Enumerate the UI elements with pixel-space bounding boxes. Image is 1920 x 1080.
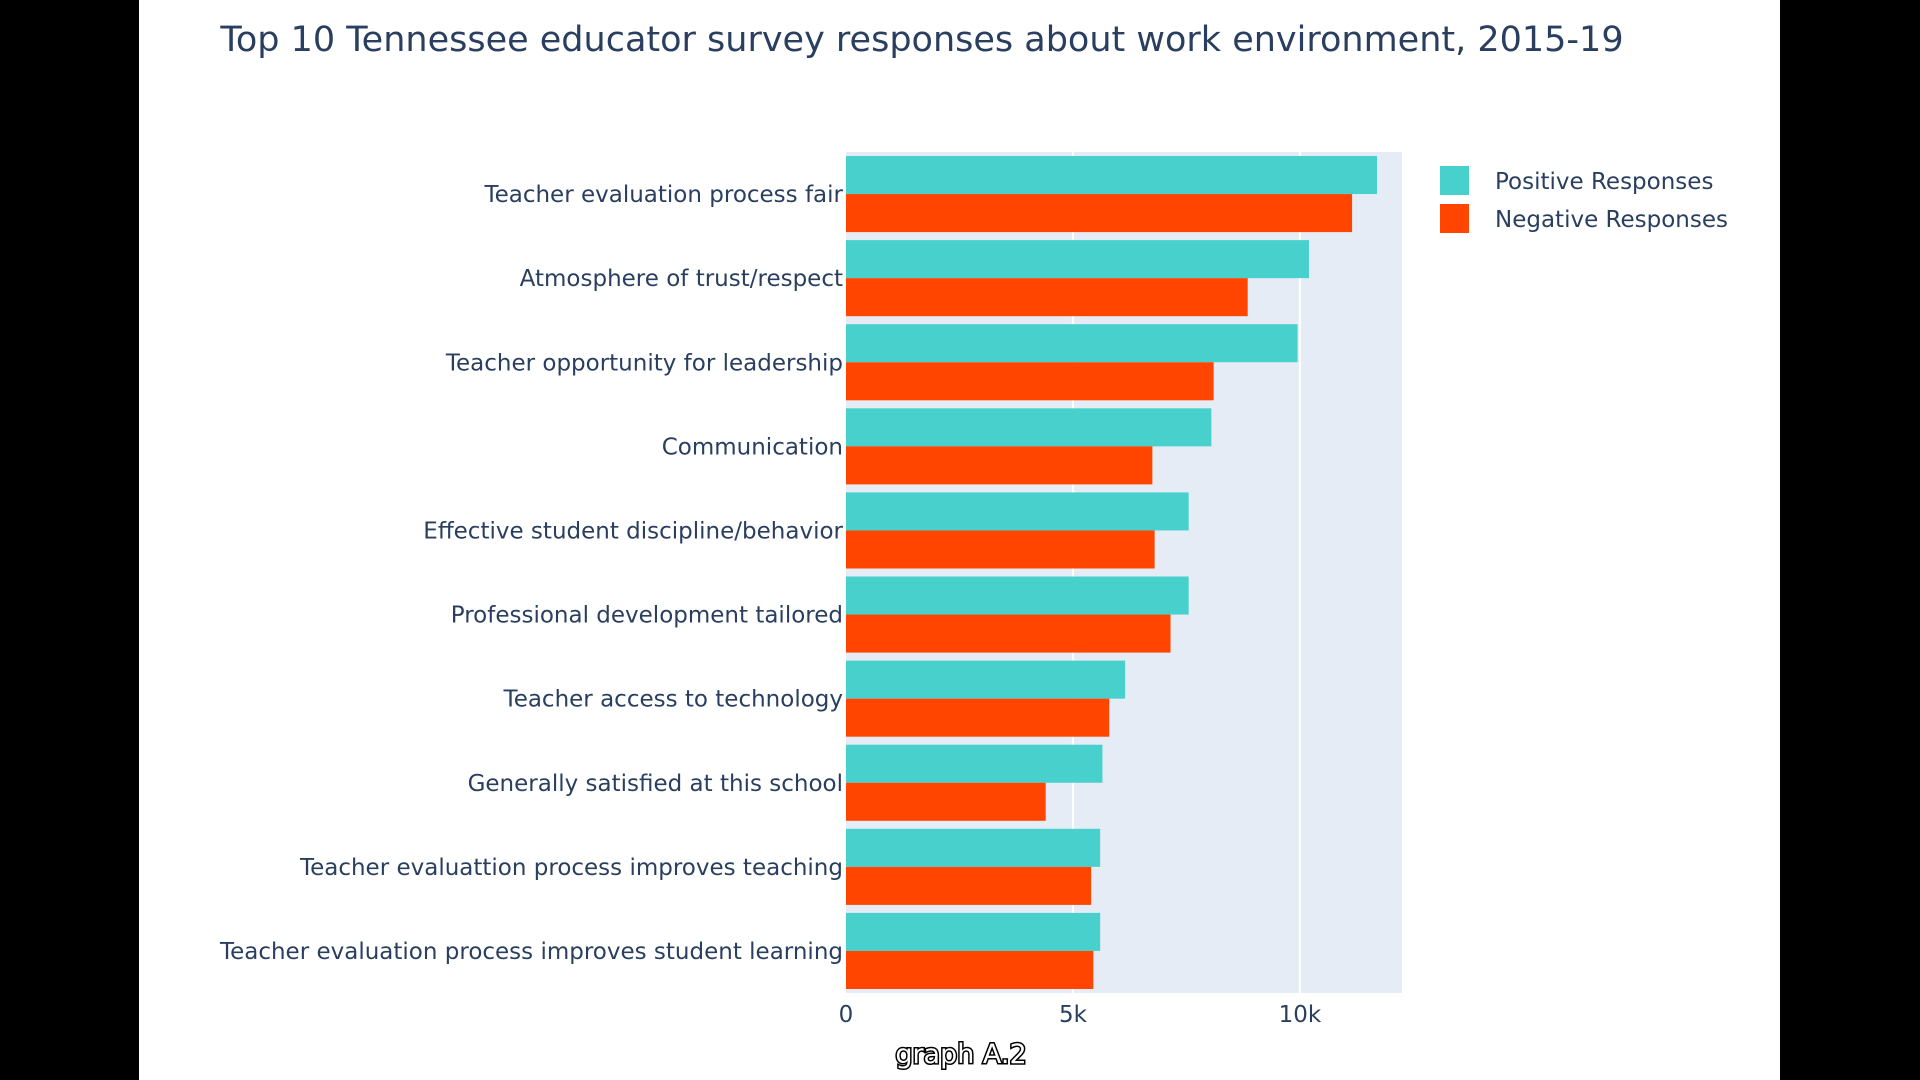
category-label: Effective student discipline/behavior xyxy=(423,518,843,544)
bar-positive[interactable] xyxy=(846,156,1378,195)
x-tick-label: 0 xyxy=(839,1002,854,1028)
x-tick-labels: 0 5k 10k xyxy=(839,1002,1322,1028)
x-tick-label: 5k xyxy=(1059,1002,1088,1028)
bar-negative[interactable] xyxy=(846,446,1153,485)
figure-caption: graph A.2 xyxy=(895,1039,1026,1070)
chart-title: Top 10 Tennessee educator survey respons… xyxy=(219,20,1623,60)
legend-swatch[interactable] xyxy=(1440,204,1469,233)
bar-positive[interactable] xyxy=(846,492,1189,531)
bar-negative[interactable] xyxy=(846,362,1214,401)
bar-positive[interactable] xyxy=(846,576,1189,615)
bar-positive[interactable] xyxy=(846,828,1101,867)
legend-label[interactable]: Positive Responses xyxy=(1495,169,1713,195)
bar-chart: Top 10 Tennessee educator survey respons… xyxy=(219,20,1728,1072)
category-labels: Teacher evaluation process fair Atmospher… xyxy=(219,182,844,965)
category-label: Teacher evaluation process fair xyxy=(483,182,843,208)
bar-negative[interactable] xyxy=(846,530,1155,569)
bar-positive[interactable] xyxy=(846,744,1103,783)
bar-negative[interactable] xyxy=(846,278,1248,317)
category-label: Atmosphere of trust/respect xyxy=(520,266,843,292)
bar-negative[interactable] xyxy=(846,866,1092,905)
bar-positive[interactable] xyxy=(846,324,1298,363)
x-tick-label: 10k xyxy=(1279,1002,1322,1028)
bar-positive[interactable] xyxy=(846,660,1126,699)
bar-negative[interactable] xyxy=(846,782,1046,821)
category-label: Teacher access to technology xyxy=(503,687,843,713)
bar-positive[interactable] xyxy=(846,408,1212,447)
bar-negative[interactable] xyxy=(846,614,1171,653)
legend-swatch[interactable] xyxy=(1440,166,1469,195)
category-label: Professional development tailored xyxy=(451,603,843,629)
legend[interactable]: Positive Responses Negative Responses xyxy=(1440,166,1728,233)
category-label: Teacher evaluattion process improves tea… xyxy=(299,855,843,881)
bars xyxy=(846,156,1378,989)
category-label: Teacher evaluation process improves stud… xyxy=(219,939,843,965)
category-label: Communication xyxy=(662,434,843,460)
bar-positive[interactable] xyxy=(846,912,1101,951)
bar-negative[interactable] xyxy=(846,698,1110,737)
bar-negative[interactable] xyxy=(846,950,1094,989)
chart-frame: Top 10 Tennessee educator survey respons… xyxy=(139,0,1780,1080)
category-label: Teacher opportunity for leadership xyxy=(445,350,843,376)
legend-label[interactable]: Negative Responses xyxy=(1495,207,1728,233)
bar-positive[interactable] xyxy=(846,240,1309,279)
bar-negative[interactable] xyxy=(846,194,1353,233)
category-label: Generally satisfied at this school xyxy=(468,771,843,797)
